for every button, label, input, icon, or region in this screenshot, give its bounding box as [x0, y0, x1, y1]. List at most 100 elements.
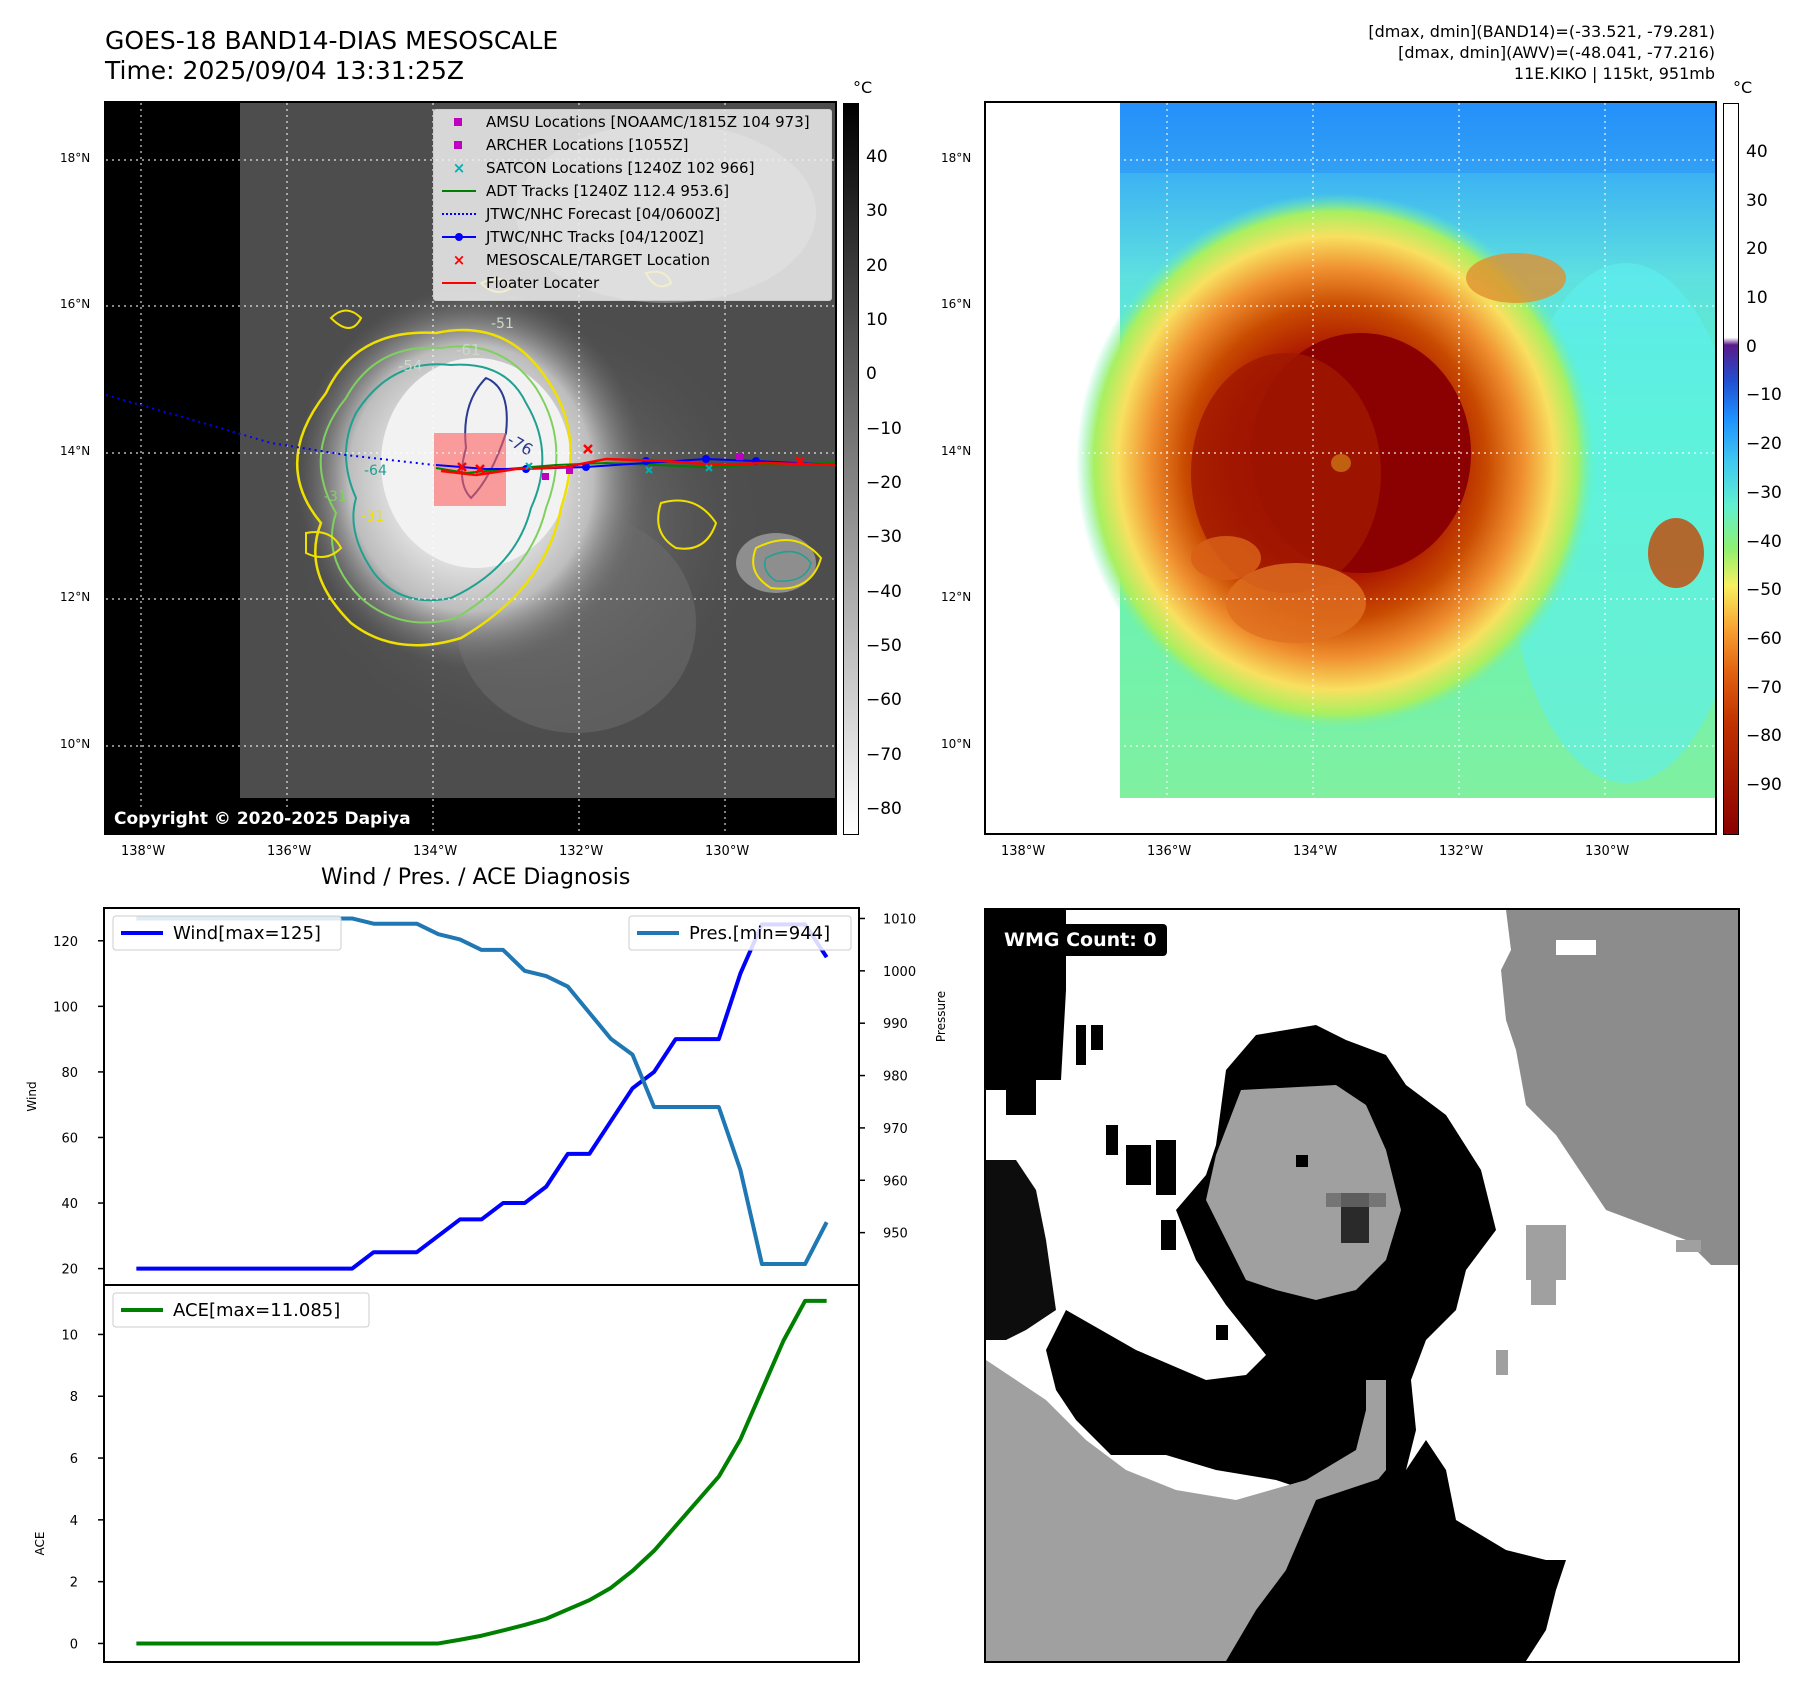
wmg-region-gray-bottomleft	[986, 1360, 1386, 1661]
colorbar-left-tick: −30	[866, 527, 902, 548]
lat-label-10n-right: 10°N	[941, 737, 972, 751]
pressure-tick-label: 1000	[883, 965, 916, 980]
lon-label-138w: 138°W	[121, 844, 166, 859]
colorbar-left-tick: 0	[866, 364, 877, 385]
ace-tick-label: 10	[61, 1328, 78, 1343]
wind-tick-label: 100	[53, 1000, 78, 1015]
pressure-series-line	[136, 916, 829, 1267]
legend-item-adt: ADT Tracks [1240Z 112.4 953.6]	[434, 179, 831, 202]
satcon-markers	[525, 462, 713, 474]
lon-label-132w: 132°W	[559, 844, 604, 859]
wmg-svg	[986, 910, 1738, 1661]
ace-frame	[103, 1284, 860, 1663]
colorbar-left-tick: −70	[866, 744, 902, 765]
wmg-region-gray-eye	[1206, 1085, 1401, 1300]
legend-item-tracks: JTWC/NHC Tracks [04/1200Z]	[434, 225, 831, 248]
wind-series-line	[136, 922, 829, 1271]
copyright-label: Copyright © 2020-2025 Dapiya	[108, 807, 417, 831]
colorbar-right-tick: 10	[1746, 288, 1768, 309]
title-line-1: GOES-18 BAND14-DIAS MESOSCALE	[105, 26, 559, 55]
pressure-tick-label: 1010	[883, 912, 916, 927]
wind-axis-label: Wind	[25, 1081, 39, 1111]
pressure-tick-label: 990	[883, 1017, 908, 1032]
colorbar-unit-right: °C	[1733, 78, 1753, 97]
colorbar-grayscale	[843, 103, 859, 835]
target-markers	[457, 444, 805, 474]
colorbar-left-tick: 30	[866, 201, 888, 222]
pressure-tick-label: 970	[883, 1122, 908, 1137]
wind-legend-text: Wind[max=125]	[173, 923, 321, 944]
colorbar-left-tick: −50	[866, 636, 902, 656]
lon-label-136w: 136°W	[267, 844, 312, 859]
colorbar-left-tick: −60	[866, 690, 902, 711]
contour-label-2: -61	[456, 341, 481, 359]
lat-label-12n-right: 12°N	[941, 590, 972, 604]
contour-label-6: -31	[361, 509, 384, 525]
lon-label-138w-right: 138°W	[1001, 844, 1046, 859]
pressure-legend-text: Pres.[min=944]	[689, 923, 830, 944]
lon-label-130w: 130°W	[705, 844, 750, 859]
ace-legend-text: ACE[max=11.085]	[173, 1300, 340, 1321]
colorbar-left-tick: 20	[866, 255, 888, 276]
pressure-tick-label: 960	[883, 1174, 908, 1189]
wind-tick-label: 40	[61, 1197, 78, 1212]
amsu-markers	[542, 453, 743, 480]
enhanced-ir-panel	[984, 101, 1717, 835]
lat-label-16n: 16°N	[60, 297, 91, 311]
wind-tick-label: 20	[61, 1263, 78, 1278]
lat-label-10n: 10°N	[60, 737, 91, 751]
colorbar-left-tick: 10	[866, 310, 888, 330]
ace-axis-label: ACE	[33, 1532, 47, 1556]
wind-tick-label: 60	[61, 1131, 78, 1146]
lat-label-18n-right: 18°N	[941, 151, 972, 165]
contour-teal	[345, 363, 544, 602]
ir-map-panel: -54 -61 -76 -64 -31 -31 -51	[104, 101, 837, 835]
ace-tick-label: 0	[70, 1637, 78, 1652]
wmg-count-label: WMG Count: 0	[994, 924, 1167, 956]
colorbar-left-tick: −40	[866, 581, 902, 602]
colorbar-left-tick: 40	[866, 147, 888, 167]
lat-label-18n: 18°N	[60, 151, 91, 165]
colorbar-right-tick: −50	[1746, 580, 1782, 601]
lat-label-14n: 14°N	[60, 444, 91, 458]
colorbar-unit-left: °C	[853, 78, 873, 97]
enhanced-ir-svg	[986, 103, 1715, 833]
info-line-3: 11E.KIKO | 115kt, 951mb	[1513, 64, 1715, 83]
pressure-tick-label: 980	[883, 1070, 908, 1085]
lat-label-16n-right: 16°N	[941, 297, 972, 311]
colorbar-right-tick: −20	[1746, 434, 1782, 455]
colorbar-right-tick: −60	[1746, 628, 1782, 649]
ace-tick-label: 4	[70, 1514, 78, 1529]
legend-item-satcon: × SATCON Locations [1240Z 102 966]	[452, 158, 755, 177]
contour-label-4: -64	[364, 463, 387, 479]
wmg-region-black-bottom	[1226, 1440, 1566, 1661]
floater-track	[440, 457, 835, 477]
forecast-track	[106, 394, 435, 466]
adt-track	[435, 461, 835, 475]
best-track	[435, 457, 835, 470]
colorbar-right-tick: 0	[1746, 336, 1757, 357]
info-line-2: [dmax, dmin](AWV)=(-48.041, -77.216)	[1398, 43, 1715, 62]
pressure-legend-box	[628, 915, 852, 951]
wmg-region-gray-topright	[1501, 910, 1738, 1265]
ace-tick-label: 2	[70, 1576, 78, 1591]
colorbar-left-tick: −80	[866, 799, 902, 819]
colorbar-right-tick: −10	[1746, 385, 1782, 406]
legend-item-amsu: AMSU Locations [NOAAMC/1815Z 104 973]	[434, 110, 831, 133]
legend-item-archer: ARCHER Locations [1055Z]	[434, 133, 831, 156]
ace-tick-label: 8	[70, 1390, 78, 1405]
lon-label-132w-right: 132°W	[1439, 844, 1484, 859]
colorbar-right-tick: −90	[1746, 775, 1782, 795]
wind-tick-label: 120	[53, 935, 78, 950]
contour-label-7: -51	[491, 316, 514, 332]
colorbar-left-tick: −10	[866, 418, 902, 439]
enhanced-gridlines	[986, 103, 1715, 833]
diagnosis-chart: 20 40 60 80 100 120 950 960 970 980 990 1000 1010 0 2 4…	[25, 907, 948, 1663]
colorbar-left-tick: −20	[866, 473, 902, 493]
colorbar-enhanced	[1723, 103, 1739, 835]
lon-label-130w-right: 130°W	[1585, 844, 1630, 859]
lon-label-136w-right: 136°W	[1147, 844, 1192, 859]
lon-label-134w-right: 134°W	[1293, 844, 1338, 859]
colorbar-right-tick: −70	[1746, 677, 1782, 698]
colorbar-right-tick: 30	[1746, 190, 1768, 211]
